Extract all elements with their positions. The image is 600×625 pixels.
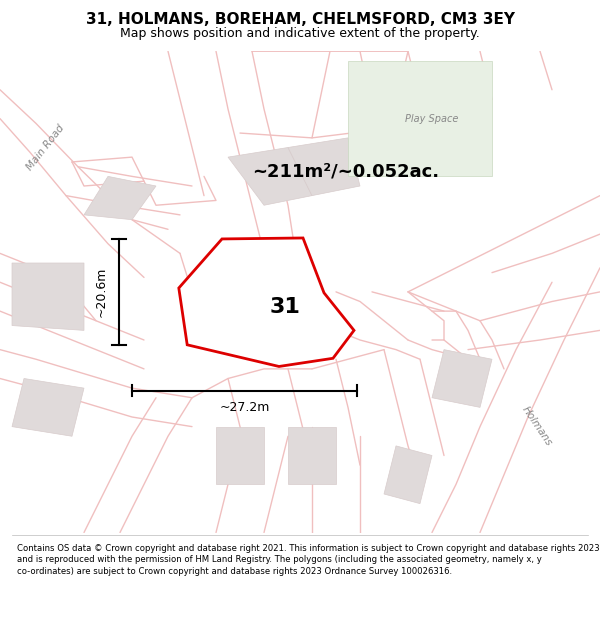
- Text: Contains OS data © Crown copyright and database right 2021. This information is : Contains OS data © Crown copyright and d…: [17, 544, 599, 576]
- Polygon shape: [432, 349, 492, 408]
- Text: 31, HOLMANS, BOREHAM, CHELMSFORD, CM3 3EY: 31, HOLMANS, BOREHAM, CHELMSFORD, CM3 3E…: [86, 12, 515, 28]
- Text: ~20.6m: ~20.6m: [95, 267, 108, 317]
- Polygon shape: [348, 61, 492, 176]
- Text: Play Space: Play Space: [406, 114, 458, 124]
- Text: 31: 31: [269, 298, 300, 318]
- Text: Main Road: Main Road: [24, 123, 66, 172]
- Polygon shape: [179, 238, 354, 366]
- Polygon shape: [84, 176, 156, 219]
- Polygon shape: [12, 379, 84, 436]
- Text: ~211m²/~0.052ac.: ~211m²/~0.052ac.: [252, 162, 439, 181]
- Polygon shape: [288, 138, 360, 196]
- Polygon shape: [12, 263, 84, 331]
- Text: Holmans: Holmans: [520, 405, 554, 448]
- Polygon shape: [216, 427, 264, 484]
- Text: Map shows position and indicative extent of the property.: Map shows position and indicative extent…: [120, 27, 480, 40]
- Polygon shape: [384, 446, 432, 504]
- Polygon shape: [228, 148, 312, 205]
- Text: ~27.2m: ~27.2m: [220, 401, 269, 414]
- Polygon shape: [288, 427, 336, 484]
